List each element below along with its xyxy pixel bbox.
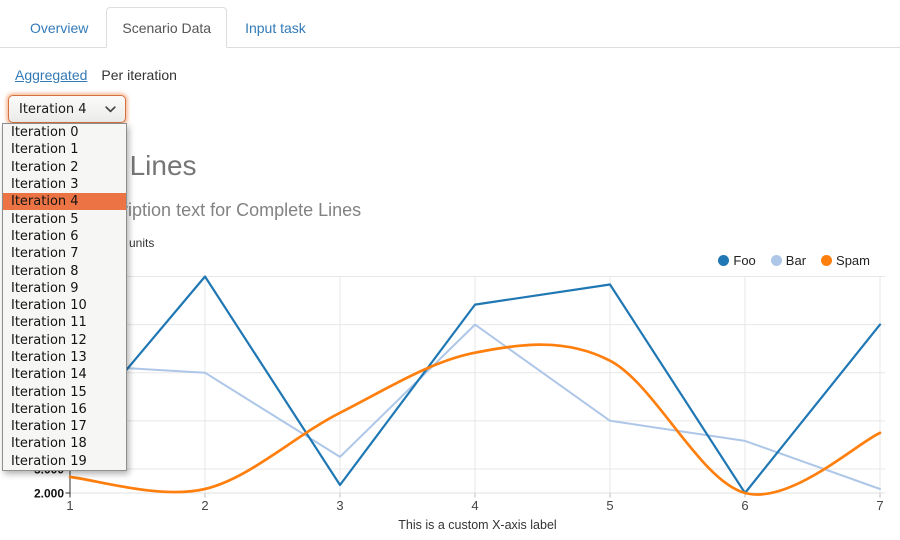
- dropdown-option-iteration-7[interactable]: Iteration 7: [11, 246, 79, 262]
- tab-overview[interactable]: Overview: [30, 20, 89, 36]
- x-tick-label: 1: [66, 498, 73, 513]
- subnav: Aggregated Per iteration: [15, 67, 177, 83]
- x-tick-label: 7: [876, 498, 883, 513]
- x-tick-label: 4: [471, 498, 478, 513]
- legend-dot-foo: [718, 255, 730, 266]
- aggregated-link[interactable]: Aggregated: [15, 67, 88, 83]
- dropdown-option-iteration-17[interactable]: Iteration 17: [11, 419, 87, 435]
- dropdown-option-iteration-4[interactable]: Iteration 4: [3, 193, 126, 211]
- dropdown-option-iteration-3[interactable]: Iteration 3: [11, 177, 79, 193]
- per-iteration-link[interactable]: Per iteration: [101, 67, 177, 83]
- dropdown-option-iteration-8[interactable]: Iteration 8: [11, 263, 79, 279]
- dropdown-option-iteration-9[interactable]: Iteration 9: [11, 280, 79, 296]
- dropdown-option-iteration-16[interactable]: Iteration 16: [11, 401, 87, 417]
- legend-dot-bar: [770, 255, 782, 266]
- dropdown-option-iteration-10[interactable]: Iteration 10: [11, 298, 87, 314]
- x-axis-label: This is a custom X-axis label: [398, 518, 557, 532]
- dropdown-option-iteration-18[interactable]: Iteration 18: [11, 436, 87, 452]
- dropdown-option-iteration-12[interactable]: Iteration 12: [11, 332, 87, 348]
- series-line-spam: [68, 343, 882, 496]
- dropdown-option-iteration-1[interactable]: Iteration 1: [11, 142, 79, 158]
- dropdown-option-iteration-15[interactable]: Iteration 15: [11, 384, 87, 400]
- legend-item-bar[interactable]: Bar: [770, 253, 807, 268]
- legend-item-foo[interactable]: Foo: [718, 253, 756, 268]
- legend-label: Bar: [785, 253, 807, 268]
- dropdown-option-iteration-6[interactable]: Iteration 6: [11, 228, 79, 244]
- legend-dot-spam: [821, 255, 833, 266]
- y-axis-unit-label: units: [129, 236, 155, 250]
- y-tick-label: 2.000: [34, 487, 64, 501]
- legend-label: Foo: [733, 253, 756, 268]
- chevron-down-icon: [105, 105, 116, 112]
- x-tick-label: 2: [201, 498, 208, 513]
- dropdown-option-iteration-14[interactable]: Iteration 14: [11, 367, 87, 383]
- dropdown-option-iteration-11[interactable]: Iteration 11: [11, 315, 87, 331]
- iteration-dropdown-list: Iteration 0 Iteration 1 Iteration 2 Iterati…: [2, 123, 127, 471]
- nav-tabs: Overview Scenario Data Input task: [0, 7, 900, 48]
- x-tick-label: 6: [741, 498, 748, 513]
- tab-input-task[interactable]: Input task: [245, 20, 306, 36]
- legend-label: Spam: [836, 253, 870, 268]
- chart-legend: Foo Bar Spam: [718, 253, 870, 268]
- x-tick-label: 5: [606, 498, 613, 513]
- legend-item-spam[interactable]: Spam: [821, 253, 870, 268]
- dropdown-option-iteration-13[interactable]: Iteration 13: [11, 350, 87, 365]
- dropdown-option-iteration-0[interactable]: Iteration 0: [11, 125, 79, 141]
- series-line-bar: [69, 323, 881, 490]
- dropdown-option-iteration-19[interactable]: Iteration 19: [11, 453, 87, 469]
- x-tick-label: 3: [336, 498, 343, 513]
- iteration-select-value: Iteration 4: [19, 101, 87, 117]
- iteration-select[interactable]: Iteration 4: [8, 95, 126, 123]
- tab-scenario-data[interactable]: Scenario Data: [106, 7, 228, 48]
- dropdown-option-iteration-2[interactable]: Iteration 2: [11, 159, 79, 175]
- dropdown-option-iteration-5[interactable]: Iteration 5: [11, 211, 79, 227]
